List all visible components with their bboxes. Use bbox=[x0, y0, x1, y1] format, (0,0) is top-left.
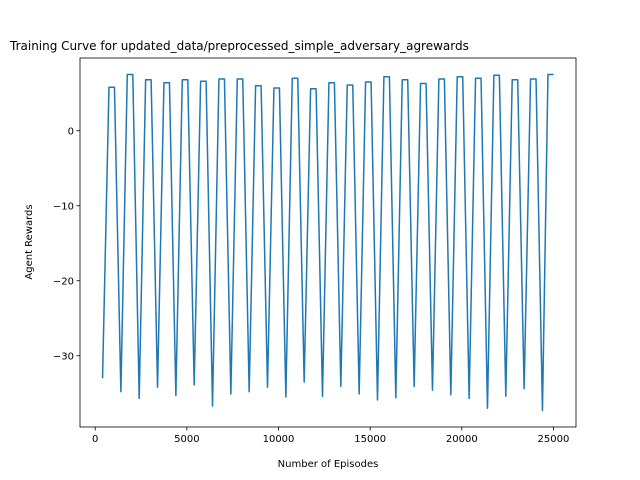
x-tick-label: 15000 bbox=[354, 434, 386, 445]
x-tick-label: 5000 bbox=[174, 434, 199, 445]
y-tick-label: 0 bbox=[68, 126, 74, 137]
plot-frame bbox=[79, 57, 577, 428]
y-tick-label: −30 bbox=[53, 351, 74, 362]
chart-title: Training Curve for updated_data/preproce… bbox=[9, 39, 469, 53]
x-tick-label: 25000 bbox=[538, 434, 570, 445]
x-axis-label: Number of Episodes bbox=[278, 459, 379, 470]
y-tick-label: −20 bbox=[53, 276, 74, 287]
x-tick-label: 10000 bbox=[263, 434, 295, 445]
data-line bbox=[101, 73, 554, 412]
y-axis-label: Agent Rewards bbox=[24, 204, 35, 279]
x-tick-label: 0 bbox=[92, 434, 98, 445]
x-tick-label: 20000 bbox=[446, 434, 478, 445]
y-tick-label: −10 bbox=[53, 201, 74, 212]
